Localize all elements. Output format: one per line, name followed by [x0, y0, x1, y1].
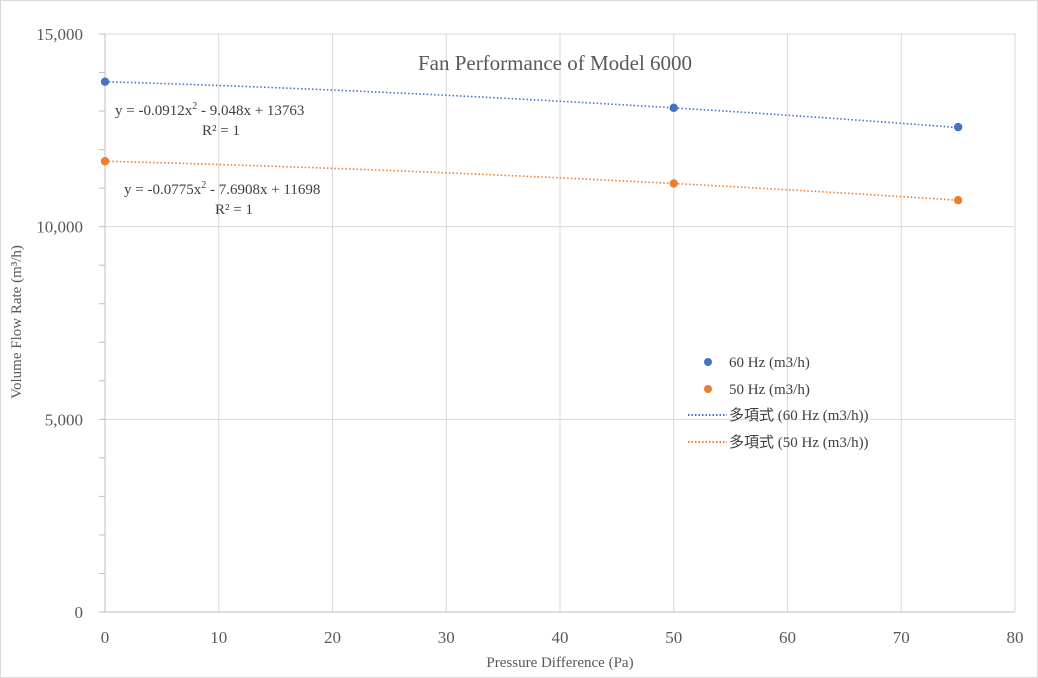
- x-tick-label: 0: [101, 628, 110, 647]
- trendline-layer: [104, 80, 959, 202]
- y-tick-label: 0: [75, 603, 84, 622]
- y-axis-title: Volume Flow Rate (m³/h): [9, 245, 25, 399]
- y-tick-label: 10,000: [36, 218, 83, 237]
- axis-layer: 0 10 20 30 40 50 60 70 80 0 5,000 10,000 15,000: [36, 25, 1023, 647]
- data-point-50hz: [669, 179, 678, 188]
- trendline-equation-50hz-exponent: 2: [201, 180, 206, 191]
- x-tick-label: 20: [324, 628, 341, 647]
- trendline-equation-60hz-prefix: y = -0.0912x: [115, 103, 193, 119]
- legend-label-60hz: 60 Hz (m3/h): [729, 355, 810, 371]
- chart-title: Fan Performance of Model 6000: [418, 51, 692, 75]
- trendline-60hz: [104, 80, 959, 129]
- trendline-r2-60hz: R² = 1: [202, 123, 240, 139]
- trendline-equation-50hz: y = -0.0775x2 - 7.6908x + 11698: [124, 180, 320, 198]
- trendline-equation-60hz-suffix: - 9.048x + 13763: [197, 103, 304, 119]
- trendline-equation-60hz-exponent: 2: [192, 101, 197, 112]
- trendline-50hz: [104, 160, 959, 202]
- x-tick-label: 30: [438, 628, 455, 647]
- data-point-60hz: [669, 103, 678, 113]
- grid-layer: [105, 33, 1016, 612]
- legend-label-trend-50hz: 多項式 (50 Hz (m3/h)): [729, 434, 869, 451]
- data-point-60hz: [100, 77, 110, 86]
- legend-label-50hz: 50 Hz (m3/h): [729, 382, 810, 398]
- x-tick-label: 70: [893, 628, 910, 647]
- data-point-60hz: [953, 122, 963, 132]
- y-tick-label: 15,000: [36, 25, 83, 44]
- trendline-equation-60hz: y = -0.0912x2 - 9.048x + 13763: [115, 101, 304, 119]
- trendline-equation-50hz-prefix: y = -0.0775x: [124, 182, 202, 198]
- legend-label-trend-60hz: 多項式 (60 Hz (m3/h)): [729, 407, 869, 424]
- x-tick-label: 10: [210, 628, 227, 647]
- trendline-r2-50hz: R² = 1: [215, 202, 253, 218]
- y-tick-label: 5,000: [45, 410, 83, 429]
- legend-marker-60hz: [704, 358, 712, 366]
- x-tick-label: 50: [665, 628, 682, 647]
- legend: 60 Hz (m3/h) 50 Hz (m3/h) 多項式 (60 Hz (m3…: [688, 355, 869, 451]
- x-tick-label: 80: [1007, 628, 1024, 647]
- x-tick-label: 40: [552, 628, 569, 647]
- point-layer: [100, 77, 963, 205]
- data-point-50hz: [953, 195, 963, 205]
- x-tick-label: 60: [779, 628, 796, 647]
- legend-marker-50hz: [704, 385, 712, 393]
- trendline-equation-50hz-suffix: - 7.6908x + 11698: [206, 182, 320, 198]
- x-axis-title: Pressure Difference (Pa): [486, 655, 633, 671]
- data-point-50hz: [100, 157, 110, 166]
